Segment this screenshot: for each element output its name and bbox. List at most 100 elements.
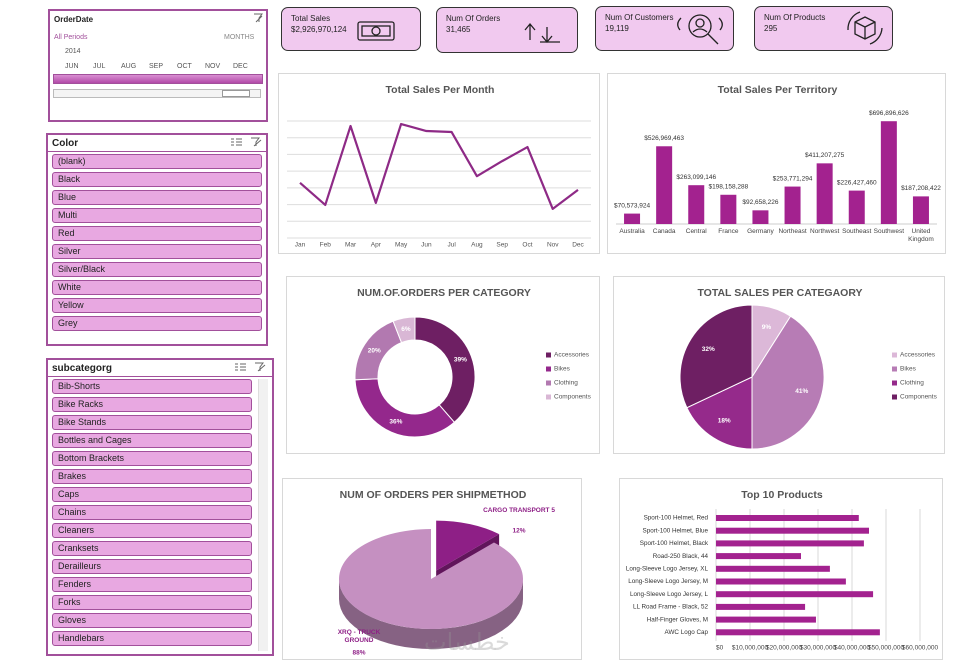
slicer-item[interactable]: Yellow bbox=[52, 298, 262, 313]
slicer-item[interactable]: Silver bbox=[52, 244, 262, 259]
chart-panel: Top 10 Products $0 $10,000,000$20,000,000 $… bbox=[619, 478, 943, 660]
pie-side bbox=[339, 579, 523, 649]
slicer-item[interactable]: Cleaners bbox=[52, 523, 252, 538]
x-tick-label-box: Germany bbox=[747, 228, 774, 235]
x-tick-label: $20,000,000 bbox=[766, 645, 803, 652]
slicer-item[interactable]: Fenders bbox=[52, 577, 252, 592]
x-tick-label: Jan bbox=[295, 242, 306, 249]
pie-slice bbox=[679, 304, 753, 409]
month-label[interactable]: DEC bbox=[233, 63, 248, 70]
value-label: 20% bbox=[368, 347, 381, 354]
slicer-item[interactable]: Bottles and Cages bbox=[52, 433, 252, 448]
value-label: $226,427,460 bbox=[837, 179, 877, 186]
value-label: $526,969,463 bbox=[644, 135, 684, 142]
slicer-item[interactable]: Brakes bbox=[52, 469, 252, 484]
value-label: $92,658,226 bbox=[742, 199, 779, 206]
bar bbox=[880, 121, 897, 224]
slicer-item[interactable]: Bottom Brackets bbox=[52, 451, 252, 466]
bar bbox=[716, 578, 846, 585]
kpi-value: 295 bbox=[764, 24, 778, 33]
legend-label: Components bbox=[900, 394, 938, 401]
x-tick-label: Southwest bbox=[873, 228, 905, 235]
y-tick-label: Sport-100 Helmet, Blue bbox=[643, 527, 709, 534]
value-label: $263,099,146 bbox=[676, 174, 716, 181]
legend-swatch bbox=[892, 352, 897, 358]
x-tick-label: $60,000,000 bbox=[902, 645, 939, 652]
slicer-period[interactable]: All Periods bbox=[54, 34, 88, 41]
value-label: $253,771,294 bbox=[773, 175, 813, 182]
slicer-item[interactable]: Forks bbox=[52, 595, 252, 610]
value-label: $70,573,924 bbox=[614, 202, 651, 209]
month-label[interactable]: NOV bbox=[205, 63, 221, 70]
value-label: 88% bbox=[352, 650, 365, 657]
value-label: 32% bbox=[702, 346, 715, 353]
bar bbox=[720, 194, 737, 224]
x-tick-label-box: United Kingdom bbox=[908, 228, 934, 243]
slicer-item[interactable]: Grey bbox=[52, 316, 262, 331]
x-tick-label: $0 bbox=[716, 645, 724, 652]
slicer-item[interactable]: Caps bbox=[52, 487, 252, 502]
kpi-value: 19,119 bbox=[605, 24, 629, 33]
chart-title: Total Sales Per Territory bbox=[718, 84, 838, 96]
slicer-item[interactable]: Chains bbox=[52, 505, 252, 520]
slicer-item[interactable]: Black bbox=[52, 172, 262, 187]
legend-label: Bikes bbox=[900, 366, 917, 373]
x-tick-label: Mar bbox=[345, 242, 357, 249]
kpi-value: $2,926,970,124 bbox=[291, 25, 347, 34]
value-label: 12% bbox=[512, 528, 525, 535]
slicer-item[interactable]: (blank) bbox=[52, 154, 262, 169]
slicer-item[interactable]: Blue bbox=[52, 190, 262, 205]
slicer-level[interactable]: MONTHS bbox=[224, 34, 255, 41]
slicer-item[interactable]: Multi bbox=[52, 208, 262, 223]
slicer-rule bbox=[48, 376, 272, 377]
slicer-item[interactable]: Bib-Shorts bbox=[52, 379, 252, 394]
month-label[interactable]: JUL bbox=[93, 63, 106, 70]
month-label[interactable]: AUG bbox=[121, 63, 137, 70]
bar bbox=[716, 553, 801, 560]
x-tick-label-box: Australia bbox=[619, 228, 644, 235]
slicer-item[interactable]: Bike Stands bbox=[52, 415, 252, 430]
chart-panel: Total Sales Per Territory $70,573,924 Aust… bbox=[607, 73, 946, 254]
slicer-item[interactable]: White bbox=[52, 280, 262, 295]
pie-slice bbox=[751, 315, 825, 450]
chart-title: Top 10 Products bbox=[741, 489, 823, 501]
month-label[interactable]: SEP bbox=[149, 63, 164, 70]
timeline-bar bbox=[53, 74, 263, 84]
legend-label: Clothing bbox=[900, 380, 924, 387]
slicer-title: subcategorg bbox=[52, 363, 113, 374]
x-tick-label: $50,000,000 bbox=[868, 645, 905, 652]
slicer-item[interactable]: Cranksets bbox=[52, 541, 252, 556]
slicer-item[interactable]: Handlebars bbox=[52, 631, 252, 646]
chart-title: NUM OF ORDERS PER SHIPMETHOD bbox=[340, 489, 527, 501]
y-tick-label: Sport-100 Helmet, Red bbox=[644, 515, 709, 522]
slicer-item[interactable]: Gloves bbox=[52, 613, 252, 628]
value-label: $411,207,275 bbox=[805, 152, 845, 159]
x-tick-label: Northwest bbox=[810, 228, 840, 235]
slicer-item[interactable]: Silver/Black bbox=[52, 262, 262, 277]
x-tick-label-box: Central bbox=[686, 228, 707, 235]
slicer-item[interactable]: Red bbox=[52, 226, 262, 241]
chart-title: NUM.OF.ORDERS PER CATEGORY bbox=[357, 287, 531, 299]
y-tick-label: Long-Sleeve Logo Jersey, XL bbox=[626, 565, 709, 572]
value-label: 41% bbox=[795, 388, 808, 395]
scrollbar bbox=[53, 89, 261, 98]
slicer-icons bbox=[231, 13, 266, 372]
y-tick-label: LL Road Frame - Black, 52 bbox=[633, 604, 709, 611]
slicer-item[interactable]: Derailleurs bbox=[52, 559, 252, 574]
x-tick-label: Apr bbox=[371, 242, 382, 249]
y-tick-label: Road-250 Black, 44 bbox=[653, 553, 709, 560]
x-tick-label: France bbox=[718, 228, 739, 235]
x-tick-label: $10,000,000 bbox=[732, 645, 769, 652]
category-label: XRQ - TRUCK GROUND bbox=[337, 629, 381, 644]
value-label: $187,208,422 bbox=[901, 185, 941, 192]
month-label[interactable]: JUN bbox=[65, 63, 79, 70]
value-label: 39% bbox=[454, 357, 467, 364]
y-tick-label: Long-Sleeve Logo Jersey, L bbox=[630, 591, 708, 598]
pie-slice bbox=[686, 376, 753, 450]
slicer-rule bbox=[48, 151, 266, 152]
slicer-item[interactable]: Bike Racks bbox=[52, 397, 252, 412]
scroll-thumb[interactable] bbox=[222, 90, 250, 97]
x-tick-label-box: Southeast bbox=[842, 228, 871, 235]
month-label[interactable]: OCT bbox=[177, 63, 192, 70]
